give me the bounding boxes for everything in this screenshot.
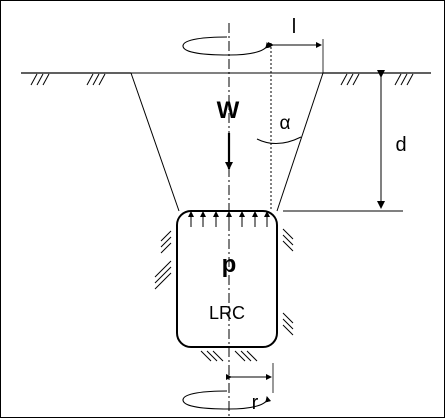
bottom-rotation-arrow — [182, 390, 272, 410]
bottom-hatch — [200, 350, 258, 362]
alpha-label: α — [280, 113, 291, 134]
lrc-body — [176, 210, 278, 348]
ground-hatch — [30, 73, 414, 86]
l-label: l — [292, 16, 296, 38]
cone-right-edge — [276, 72, 324, 212]
d-label: d — [395, 134, 406, 156]
lrc-label: LRC — [209, 303, 245, 323]
cone-left-edge — [130, 72, 180, 212]
body-side-hatch — [154, 228, 294, 336]
p-label: p — [222, 251, 237, 278]
top-rotation-arrow — [182, 36, 272, 56]
r-label: r — [252, 392, 259, 414]
w-label: W — [217, 97, 240, 124]
pressure-arrows — [188, 211, 270, 227]
alpha-arc — [256, 136, 302, 144]
